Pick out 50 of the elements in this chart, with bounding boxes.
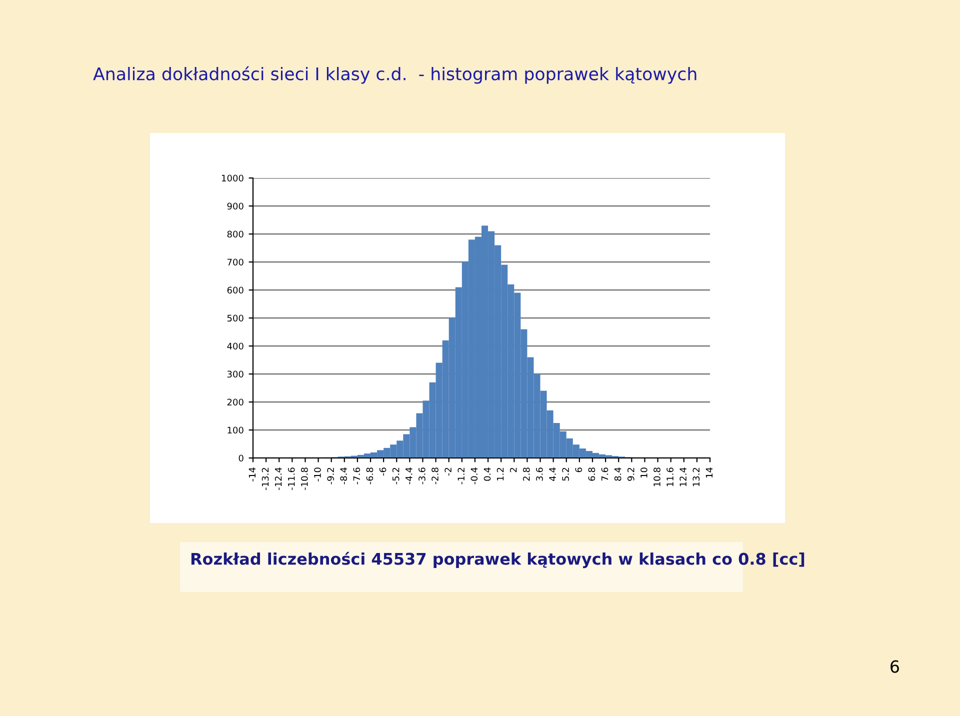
y-tick-label: 300 xyxy=(227,370,244,378)
x-tick-label: 2 xyxy=(510,468,517,472)
x-tick-label: 6.8 xyxy=(588,468,596,481)
x-tick-label: -8.4 xyxy=(340,468,348,484)
y-tick-label: 400 xyxy=(227,342,244,350)
x-tick-label: -7.6 xyxy=(353,468,360,484)
x-tick-label: -6 xyxy=(379,468,386,476)
x-tick-label: -1.2 xyxy=(458,468,464,484)
x-tick-label: 14 xyxy=(706,468,712,478)
x-tick-label: 4.4 xyxy=(549,468,556,481)
x-tick-label: 7.6 xyxy=(601,468,608,481)
x-tick-label: -14 xyxy=(248,468,256,482)
x-tick-label: 6 xyxy=(575,468,582,472)
text: 6 xyxy=(890,660,899,673)
x-tick-label: 9.2 xyxy=(627,468,634,481)
x-tick-label: 8.4 xyxy=(614,468,622,481)
y-tick-label: 900 xyxy=(227,202,244,210)
x-tick-label: -0.4 xyxy=(470,468,478,484)
x-tick-label: -2.8 xyxy=(432,468,438,484)
x-tick-label: 13.2 xyxy=(692,468,700,486)
x-tick-label: -12.4 xyxy=(274,468,282,490)
x-tick-label: 3.6 xyxy=(536,468,543,481)
x-tick-label: -10.8 xyxy=(301,468,308,490)
x-tick-label: -13.2 xyxy=(262,468,269,490)
x-tick-label: 10 xyxy=(640,468,648,478)
x-tick-label: -6.8 xyxy=(366,468,374,484)
text: Rozkład liczebności 45537 poprawek kątowych w klasach co 0.8 [cc] xyxy=(191,552,804,568)
x-tick-label: -2 xyxy=(444,468,452,476)
y-tick-label: 1000 xyxy=(222,174,244,182)
y-tick-label: 200 xyxy=(227,398,244,406)
x-tick-label: 5.2 xyxy=(562,468,569,481)
x-tick-label: 2.8 xyxy=(522,468,530,481)
x-tick-label: -9.2 xyxy=(327,468,334,484)
y-tick-label: 800 xyxy=(227,230,244,238)
y-tick-label: 600 xyxy=(227,286,244,294)
y-tick-label: 700 xyxy=(227,258,244,266)
x-tick-label: -11.6 xyxy=(288,468,295,490)
x-tick-label: -5.2 xyxy=(392,468,400,484)
x-tick-label: -3.6 xyxy=(418,468,426,484)
x-tick-label: 10.8 xyxy=(654,468,660,486)
y-tick-label: 100 xyxy=(228,426,244,434)
x-tick-label: 12.4 xyxy=(680,468,686,486)
x-tick-label: 0.4 xyxy=(484,468,491,481)
x-tick-label: -10 xyxy=(314,468,321,482)
x-tick-label: 1.2 xyxy=(496,468,504,480)
y-tick-label: 0 xyxy=(238,454,244,462)
x-tick-label: -4.4 xyxy=(406,468,412,484)
x-tick-label: 11.6 xyxy=(666,468,674,486)
y-tick-label: 500 xyxy=(227,314,244,322)
chart-title: Analiza dokładności sieci I klasy c.d. - histogram poprawek kątowych xyxy=(93,66,696,84)
